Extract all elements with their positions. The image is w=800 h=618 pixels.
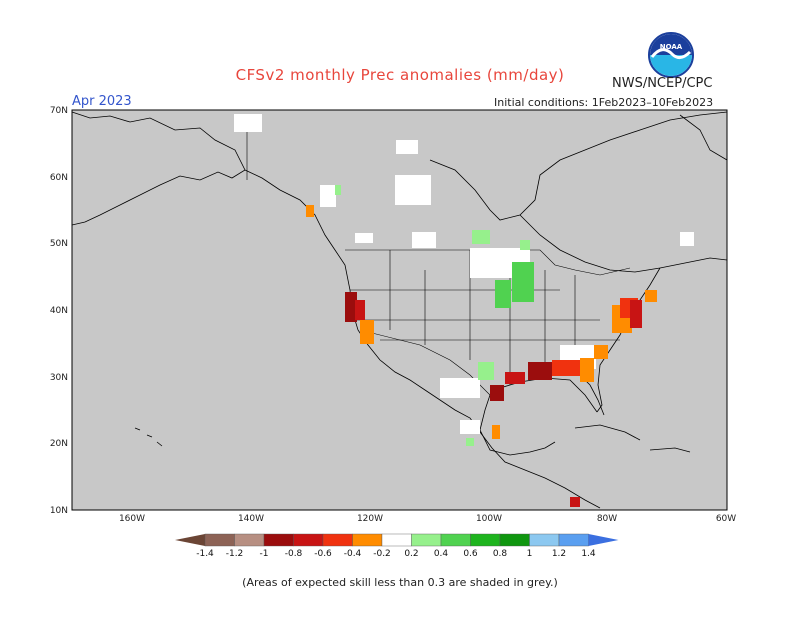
- anomaly-cell: [234, 114, 262, 132]
- lat-label: 70N: [50, 106, 68, 116]
- anomaly-cell: [440, 378, 480, 398]
- anomaly-cell: [460, 420, 480, 434]
- anomaly-cell: [335, 185, 341, 195]
- anomaly-cell: [396, 140, 418, 154]
- anomaly-cell: [492, 425, 500, 439]
- lon-label: 60W: [716, 514, 736, 524]
- colorbar-arrow-left: [175, 534, 205, 546]
- initial-conditions: Initial conditions: 1Feb2023–10Feb2023: [494, 96, 714, 109]
- anomaly-cell: [594, 345, 608, 359]
- lon-label: 120W: [357, 514, 383, 524]
- lat-label: 10N: [50, 506, 68, 516]
- coastlines: [71, 111, 728, 509]
- anomaly-cell: [355, 233, 373, 243]
- anomaly-cell: [512, 262, 534, 302]
- lon-label: 100W: [476, 514, 502, 524]
- lon-labels: 160W 140W 120W 100W 80W 60W: [119, 514, 736, 524]
- colorbar-segment: [293, 533, 324, 547]
- anomaly-cell: [552, 360, 582, 376]
- colorbar-label: -1.2: [226, 549, 244, 559]
- lon-label: 140W: [238, 514, 264, 524]
- anomaly-cell: [395, 175, 431, 205]
- colorbar-label: -1.4: [196, 549, 214, 559]
- anomaly-cell: [630, 300, 642, 328]
- anomaly-cell: [580, 358, 594, 382]
- anomaly-cell: [520, 240, 530, 250]
- colorbar-arrow-right: [588, 534, 619, 546]
- lat-label: 50N: [50, 239, 68, 249]
- colorbar-segment: [263, 533, 294, 547]
- footnote: (Areas of expected skill less than 0.3 a…: [242, 576, 558, 589]
- colorbar-label: -0.8: [285, 549, 303, 559]
- colorbar-segment: [558, 533, 589, 547]
- colorbar-segment: [352, 533, 383, 547]
- colorbar-label: -0.4: [344, 549, 362, 559]
- colorbar-label: 0.8: [493, 549, 508, 559]
- colorbar-label: -0.6: [314, 549, 332, 559]
- anomaly-cell: [306, 205, 314, 217]
- colorbar-label: 0.4: [434, 549, 449, 559]
- anomaly-cell: [570, 497, 580, 507]
- colorbar-label: 1.2: [552, 549, 566, 559]
- colorbar-segment: [411, 533, 442, 547]
- colorbar-label: 1: [527, 549, 533, 559]
- colorbar-label: 0.6: [463, 549, 478, 559]
- colorbar-label: 1.4: [581, 549, 596, 559]
- noaa-logo-text: NOAA: [660, 43, 683, 51]
- anomaly-cell: [345, 292, 357, 322]
- anomaly-cells: [234, 114, 694, 507]
- colorbar-label: 0.2: [404, 549, 418, 559]
- lat-label: 20N: [50, 439, 68, 449]
- anomaly-cell: [495, 280, 511, 308]
- org-label: NWS/NCEP/CPC: [612, 76, 713, 91]
- lon-label: 80W: [597, 514, 617, 524]
- anomaly-cell: [680, 232, 694, 246]
- colorbar-label: -0.2: [373, 549, 391, 559]
- anomaly-cell: [478, 362, 494, 380]
- colorbar-segment: [440, 533, 471, 547]
- anomaly-cell: [412, 232, 436, 248]
- colorbar: -1.4 -1.2 -1 -0.8 -0.6 -0.4 -0.2 0.2 0.4 0.6 0.8 1 1…: [175, 533, 619, 559]
- forecast-month: Apr 2023: [72, 94, 132, 109]
- noaa-logo: NOAA: [648, 32, 694, 78]
- colorbar-segment: [529, 533, 560, 547]
- anomaly-cell: [490, 385, 504, 401]
- colorbar-label: -1: [260, 549, 269, 559]
- colorbar-segment: [204, 533, 235, 547]
- anomaly-cell: [505, 372, 525, 384]
- anomaly-cell: [528, 362, 552, 380]
- anomaly-cell: [360, 320, 374, 344]
- colorbar-segment: [499, 533, 530, 547]
- lat-labels: 70N 60N 50N 40N 30N 20N 10N: [50, 106, 68, 516]
- anomaly-cell: [355, 300, 365, 320]
- colorbar-segment: [381, 533, 412, 547]
- anomaly-cell: [320, 185, 336, 207]
- anomaly-cell: [472, 230, 490, 244]
- colorbar-segment: [234, 533, 265, 547]
- lat-label: 60N: [50, 173, 68, 183]
- colorbar-segment: [470, 533, 501, 547]
- anomaly-cell: [466, 438, 474, 446]
- lat-label: 40N: [50, 306, 68, 316]
- anomaly-cell: [645, 290, 657, 302]
- colorbar-segment: [322, 533, 353, 547]
- lat-label: 30N: [50, 373, 68, 383]
- lon-label: 160W: [119, 514, 145, 524]
- chart-title: CFSv2 monthly Prec anomalies (mm/day): [235, 66, 565, 84]
